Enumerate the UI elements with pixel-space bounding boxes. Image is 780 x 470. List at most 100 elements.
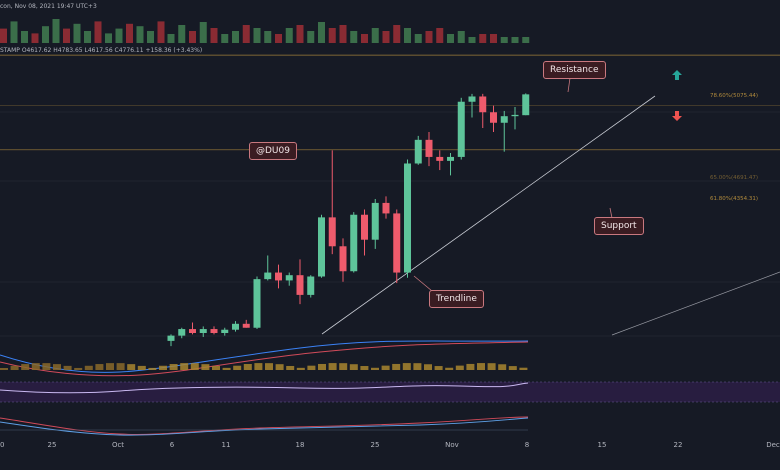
histogram-bar <box>10 365 19 370</box>
histogram-bar <box>307 365 316 370</box>
histogram-bar <box>84 365 93 370</box>
histogram-bar <box>360 366 369 370</box>
histogram-bar <box>116 363 125 370</box>
histogram-bar <box>190 363 199 370</box>
histogram-bar <box>233 365 242 370</box>
volume-bar <box>189 31 196 43</box>
histogram-bar <box>318 363 326 370</box>
histogram-bar <box>381 365 390 370</box>
support-label: Support <box>594 217 644 235</box>
volume-bar <box>285 28 293 43</box>
candle <box>393 209 401 284</box>
candle-body <box>210 329 218 333</box>
histogram-bar <box>148 367 157 370</box>
resistance-label: Resistance <box>543 61 606 79</box>
histogram-bar <box>106 363 114 370</box>
candles <box>167 93 530 347</box>
candle <box>425 131 433 167</box>
histogram-bar <box>42 363 51 370</box>
trendline-label: Trendline <box>429 290 484 308</box>
arrow-up-icon <box>672 70 682 80</box>
candle-body <box>371 202 379 240</box>
volume-bar <box>414 34 422 43</box>
volume-bars <box>0 19 530 43</box>
candle <box>221 327 229 336</box>
candle <box>242 319 250 328</box>
x-tick-label: 11 <box>221 441 231 449</box>
histogram-bar <box>349 364 358 370</box>
candle-body <box>425 139 433 157</box>
candle <box>479 93 487 129</box>
chart-header-ohlc: STAMP O4617.62 H4783.65 L4617.56 C4776.1… <box>0 47 203 54</box>
candle <box>339 238 347 282</box>
candle-body <box>522 94 530 116</box>
volume-bar <box>382 31 390 43</box>
candle <box>414 135 422 165</box>
volume-bar <box>115 28 123 43</box>
candle <box>328 150 336 255</box>
candle-body <box>393 213 401 273</box>
volume-bar <box>253 28 261 43</box>
x-tick-label: Oct <box>111 441 125 449</box>
candle <box>500 110 508 152</box>
histogram-bar <box>328 363 337 370</box>
macd-line <box>0 417 529 436</box>
candle <box>468 93 476 118</box>
macd-signal-line <box>0 416 529 435</box>
candle-body <box>264 272 272 280</box>
histogram-bar <box>371 367 379 370</box>
volume-bar <box>318 22 325 43</box>
candle <box>457 97 465 160</box>
candle <box>490 105 497 132</box>
chart-header-line1: con, Nov 08, 2021 19:47 UTC+3 <box>0 3 97 10</box>
histogram-bar <box>63 365 72 370</box>
histogram-bar <box>392 363 401 370</box>
candle-body <box>479 96 487 113</box>
histogram-bar <box>498 364 507 370</box>
histogram-bar <box>201 364 210 370</box>
volume-bar <box>0 28 7 43</box>
volume-bar <box>404 28 411 43</box>
volume-bar <box>126 23 133 43</box>
rsi-panel <box>0 381 780 403</box>
x-tick-label: 25 <box>47 441 57 449</box>
candle <box>178 327 186 339</box>
candle-body <box>232 323 239 330</box>
volume-bar <box>63 28 70 43</box>
candle-body <box>447 156 454 161</box>
ma-red-line <box>0 341 529 377</box>
candle <box>318 214 325 278</box>
candle <box>210 326 218 335</box>
trend-lines <box>321 77 780 336</box>
volume-bar <box>84 31 91 43</box>
candle-body <box>361 214 368 240</box>
candle-body <box>511 114 519 117</box>
indicator-panel <box>0 340 529 377</box>
volume-bar <box>157 21 165 43</box>
volume-bar <box>339 25 347 43</box>
histogram-bar <box>243 364 252 370</box>
candle-body <box>328 217 336 247</box>
candle-body <box>500 116 508 123</box>
volume-bar <box>21 31 28 43</box>
candle-body <box>468 96 476 102</box>
x-tick-label: 20 <box>0 441 5 449</box>
volume-bar <box>511 37 519 43</box>
candle-body <box>253 279 261 328</box>
candle <box>199 326 207 337</box>
volume-bar <box>264 31 272 43</box>
rsi-band <box>0 382 780 402</box>
volume-bar <box>52 19 60 43</box>
volume-bar <box>31 33 39 43</box>
candle <box>447 152 454 176</box>
x-tick-label: 15 <box>597 441 607 449</box>
candle-body <box>242 323 250 328</box>
candle-body <box>436 156 444 161</box>
candle <box>522 93 530 116</box>
histogram-bar <box>127 364 136 370</box>
candle-body <box>296 275 304 295</box>
candle <box>382 196 390 219</box>
volume-bar <box>210 28 218 43</box>
fib-786-label: 78.60%(5075.44) <box>710 93 759 99</box>
